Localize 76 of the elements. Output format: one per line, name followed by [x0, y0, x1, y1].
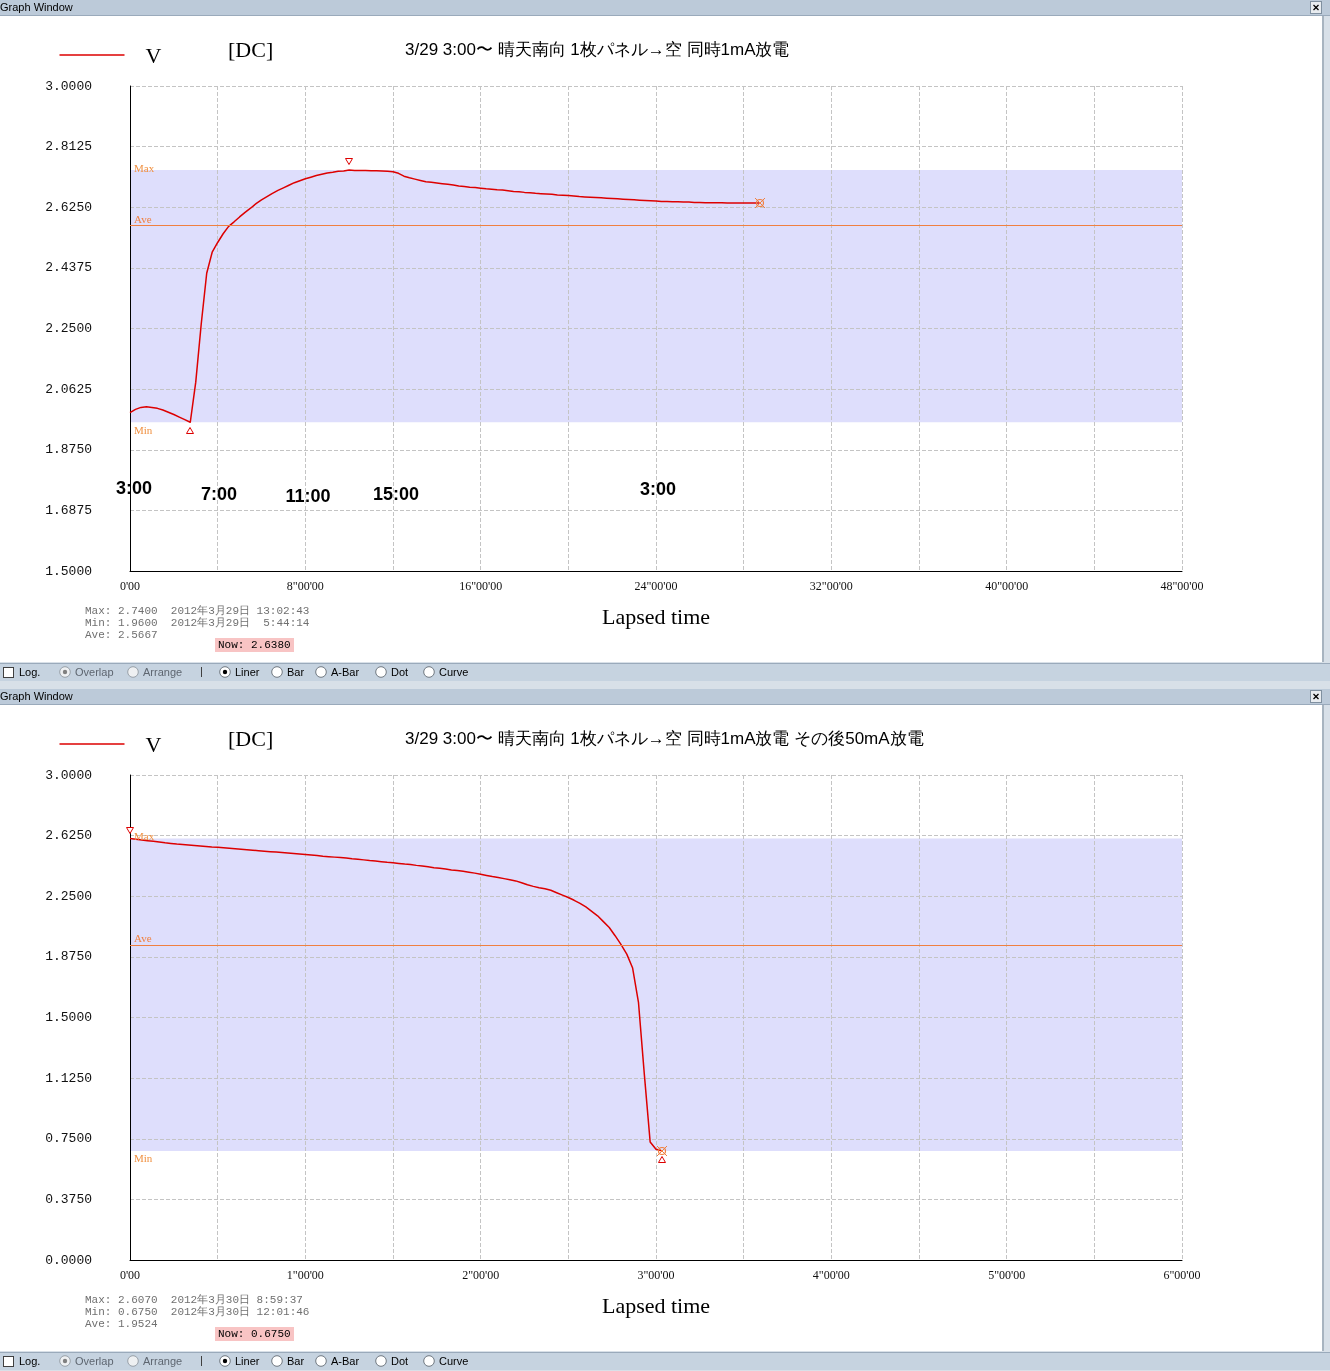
text: Min: 0.6750 2012年3月30日 12:01:46 [85, 1306, 310, 1318]
x-tick-label: 0'00 [119, 1268, 141, 1282]
x-tick-label: 32"00'00 [809, 579, 853, 593]
text: Graph Window [0, 1, 73, 13]
x-axis-title: Lapsed time [601, 603, 711, 629]
x-axis-title: Lapsed time [601, 1292, 711, 1318]
text: Bar [287, 1355, 305, 1368]
annotation: Max [134, 830, 155, 843]
text: Bar [287, 666, 305, 679]
chart-title: 3/29 3:00〜 晴天南向 1枚パネル→空 同時1mA放電 その後50mA放電 [405, 729, 924, 748]
y-tick-label: 1.8750 [45, 442, 92, 458]
ref-line-label: Ave [134, 212, 152, 225]
y-tick-label: 2.6250 [45, 199, 92, 215]
x-tick-label: 5"00'00 [988, 1268, 1026, 1282]
annotation: Min [134, 1152, 153, 1165]
x-tick-label: 0'00 [119, 579, 141, 593]
y-tick-label: 2.2500 [45, 888, 92, 904]
x-tick-label: 6"00'00 [1163, 1268, 1201, 1282]
text: Min: 1.9600 2012年3月29日 5:44:14 [85, 617, 310, 629]
y-tick-label: 3.0000 [45, 767, 92, 783]
text: Dot [391, 1355, 409, 1368]
text: Curve [439, 1355, 469, 1368]
annotation: 3:00 [639, 479, 677, 499]
x-tick-label: 24"00'00 [634, 579, 678, 593]
text: A-Bar [331, 666, 360, 679]
y-tick-label: 2.4375 [45, 260, 92, 276]
text: Log. [19, 666, 41, 679]
annotation: Min [134, 423, 153, 436]
y-tick-label: 1.8750 [45, 949, 92, 965]
text: Arrange [143, 1355, 183, 1368]
annotation: 7:00 [200, 484, 238, 504]
text: Now: 2.6380 [215, 638, 294, 652]
text: A-Bar [331, 1355, 360, 1368]
y-tick-label: 2.0625 [45, 381, 92, 397]
x-tick-label: 8"00'00 [286, 579, 324, 593]
y-tick-label: 1.5000 [45, 1010, 92, 1025]
y-tick-label: 2.6250 [45, 828, 92, 844]
text: Max: 2.6070 2012年3月30日 8:59:37 [85, 1294, 303, 1306]
annotation: Max [134, 161, 155, 174]
text: Max: 2.7400 2012年3月29日 13:02:43 [85, 605, 310, 617]
text: Graph Window [0, 690, 73, 702]
text: Log. [19, 1355, 41, 1368]
x-tick-label: 48"00'00 [1160, 579, 1204, 593]
legend-label: V [145, 731, 162, 757]
text: Curve [439, 666, 469, 679]
x-tick-label: 2"00'00 [462, 1268, 500, 1282]
x-tick-label: 4"00'00 [812, 1268, 850, 1282]
text: Now: 0.6750 [215, 1327, 294, 1341]
text: Ave: 2.5667 [85, 629, 158, 641]
legend-label: V [145, 42, 162, 68]
x-tick-label: 3"00'00 [637, 1268, 675, 1282]
text: Dot [391, 666, 409, 679]
text: Overlap [75, 666, 114, 679]
y-tick-label: 2.8125 [45, 139, 92, 155]
text: [DC] [228, 37, 274, 63]
annotation: 11:00 [285, 486, 331, 506]
text: Ave: 1.9524 [85, 1318, 158, 1330]
text: Arrange [143, 666, 183, 679]
x-tick-label: 40"00'00 [985, 579, 1029, 593]
text: Liner [235, 1355, 260, 1368]
x-tick-label: 1"00'00 [286, 1268, 324, 1282]
annotation: 15:00 [372, 484, 420, 504]
text: Overlap [75, 1355, 114, 1368]
text: [DC] [228, 726, 274, 752]
y-tick-label: 1.1250 [45, 1070, 92, 1086]
text: Liner [235, 666, 260, 679]
y-tick-label: 1.6875 [45, 502, 92, 518]
y-tick-label: 0.3750 [45, 1191, 92, 1207]
y-tick-label: 3.0000 [45, 78, 92, 94]
y-tick-label: 0.7500 [45, 1131, 92, 1147]
y-tick-label: 2.2500 [45, 321, 92, 336]
x-tick-label: 16"00'00 [459, 579, 503, 593]
y-tick-label: 1.5000 [45, 563, 92, 579]
chart-title: 3/29 3:00〜 晴天南向 1枚パネル→空 同時1mA放電 [405, 40, 790, 59]
ref-line-label: Ave [134, 932, 152, 945]
y-tick-label: 0.0000 [45, 1252, 92, 1268]
